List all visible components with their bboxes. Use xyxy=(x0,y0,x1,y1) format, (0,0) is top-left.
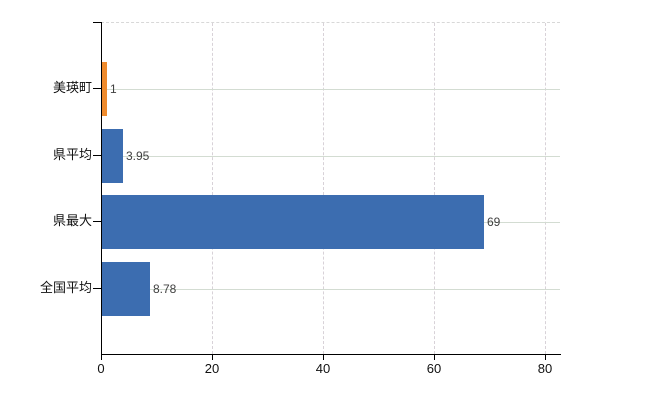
y-axis-tick xyxy=(93,288,101,289)
x-gridline xyxy=(434,23,435,354)
x-gridline xyxy=(545,23,546,354)
bar-県最大 xyxy=(101,195,484,249)
x-axis-tick xyxy=(434,354,435,360)
bar-value-label: 1 xyxy=(110,82,117,96)
category-gridline xyxy=(101,156,560,157)
y-axis-tick xyxy=(93,155,101,156)
x-tick-label: 40 xyxy=(315,361,331,376)
bar-全国平均 xyxy=(101,262,150,316)
x-axis-tick xyxy=(323,354,324,360)
bar-value-label: 8.78 xyxy=(153,282,177,296)
bar-value-label: 69 xyxy=(487,215,501,229)
category-label-県平均: 県平均 xyxy=(52,147,92,162)
x-axis-tick xyxy=(212,354,213,360)
y-axis-tick xyxy=(93,221,101,222)
x-gridline xyxy=(212,23,213,354)
y-axis-tick xyxy=(93,22,101,23)
category-label-県最大: 県最大 xyxy=(52,213,92,228)
plot-area: 1 3.95 69 8.78 xyxy=(101,22,560,354)
x-tick-label: 20 xyxy=(204,361,220,376)
bar-value-label: 3.95 xyxy=(126,149,150,163)
category-label-美瑛町: 美瑛町 xyxy=(52,80,92,95)
category-label-全国平均: 全国平均 xyxy=(39,280,92,295)
x-gridline xyxy=(323,23,324,354)
x-tick-label: 60 xyxy=(426,361,442,376)
x-tick-label: 0 xyxy=(97,361,105,376)
x-axis-tick xyxy=(545,354,546,360)
category-gridline xyxy=(101,89,560,90)
y-axis-line xyxy=(101,22,102,360)
bar-県平均 xyxy=(101,129,123,183)
bar-美瑛町 xyxy=(101,62,107,116)
x-tick-label: 80 xyxy=(537,361,553,376)
x-axis-line xyxy=(101,354,561,355)
category-gridline xyxy=(101,289,560,290)
y-axis-tick xyxy=(93,88,101,89)
